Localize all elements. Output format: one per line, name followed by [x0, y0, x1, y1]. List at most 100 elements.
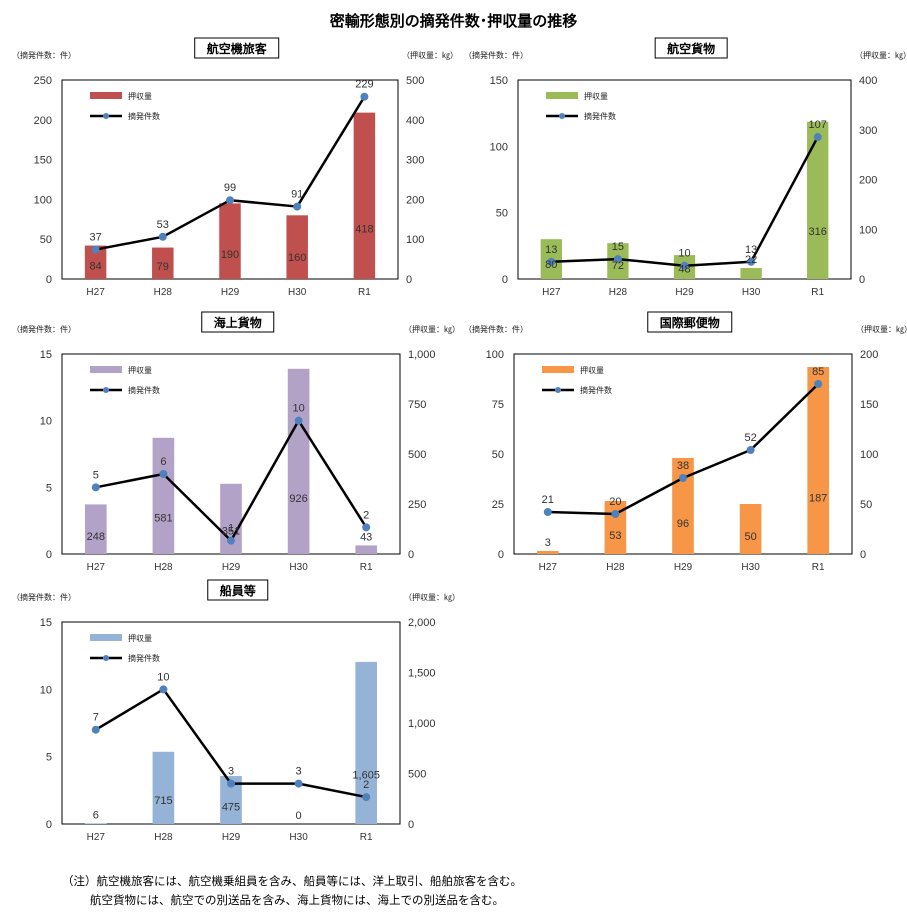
- bar-data-label: 715: [154, 795, 172, 807]
- bar-data-label: 187: [809, 493, 827, 505]
- line-point: [360, 92, 369, 101]
- right-tick-label: 0: [406, 274, 412, 286]
- right-tick-label: 200: [406, 194, 424, 206]
- line-data-label: 85: [812, 366, 824, 378]
- right-tick-label: 1,000: [408, 718, 436, 730]
- bar-data-label: 475: [222, 802, 240, 814]
- line-data-label: 99: [224, 182, 236, 194]
- right-axis-label: （押収量：㎏）: [404, 592, 460, 603]
- legend-marker: [103, 387, 109, 393]
- legend-marker: [103, 113, 109, 119]
- bar-data-label: 53: [609, 530, 621, 542]
- category-label: R1: [360, 832, 373, 843]
- chart-air-cargo: （摘発件数：件） （押収量：㎏） 航空貨物 0 50 100 150 0 100 200 300 40…: [452, 36, 907, 301]
- left-tick-label: 0: [502, 274, 508, 286]
- chart-title: 国際郵便物: [660, 315, 720, 330]
- category-label: H29: [222, 832, 241, 843]
- right-tick-label: 250: [408, 499, 426, 511]
- category-label: H28: [154, 287, 173, 298]
- chart-title: 船員等: [220, 583, 256, 598]
- bar-data-label: 48: [678, 263, 690, 275]
- bar-data-label: 84: [89, 261, 101, 273]
- category-label: H30: [742, 287, 761, 298]
- bar: [152, 247, 174, 279]
- bar: [84, 823, 107, 824]
- line-data-label: 3: [296, 766, 302, 778]
- legend-marker: [559, 113, 565, 119]
- legend-label: 押収量: [128, 365, 152, 375]
- category-label: H30: [741, 562, 760, 573]
- legend-marker: [555, 387, 561, 393]
- line-data-label: 2: [363, 779, 369, 791]
- bar: [353, 112, 376, 279]
- line-point: [547, 257, 556, 266]
- bar-data-label: 22: [745, 254, 757, 266]
- line-point: [91, 245, 100, 254]
- bar-data-label: 248: [87, 531, 105, 543]
- legend-label: 摘発件数: [580, 385, 612, 395]
- line-data-label: 3: [228, 766, 234, 778]
- legend-bar-swatch: [90, 366, 122, 373]
- left-tick-label: 0: [498, 549, 504, 561]
- line-point: [746, 446, 755, 454]
- category-label: H30: [288, 287, 307, 298]
- line-point: [813, 133, 822, 142]
- right-tick-label: 300: [406, 155, 424, 167]
- line-point: [158, 232, 167, 241]
- right-tick-label: 100: [860, 449, 878, 461]
- bar-data-label: 6: [93, 809, 99, 821]
- category-label: H27: [86, 287, 105, 298]
- left-tick-label: 0: [46, 549, 52, 561]
- category-label: H28: [154, 832, 173, 843]
- bar: [84, 504, 107, 554]
- line-data-label: 13: [545, 244, 557, 256]
- right-tick-label: 1,000: [408, 349, 436, 361]
- category-label: H29: [221, 287, 240, 298]
- bar-data-label: 80: [545, 259, 557, 271]
- right-tick-label: 50: [860, 499, 872, 511]
- legend-label: 押収量: [128, 91, 152, 101]
- chart-title: 航空機旅客: [207, 41, 268, 56]
- chart-svg: （摘発件数：件） （押収量：㎏）海上貨物05101502505007501,000…: [12, 311, 460, 573]
- legend-label: 摘発件数: [584, 111, 616, 121]
- right-tick-label: 1,500: [408, 668, 436, 680]
- bar-data-label: 160: [288, 252, 306, 264]
- bar-data-label: 72: [612, 260, 624, 272]
- right-axis-label: （押収量：㎏）: [404, 324, 460, 335]
- chart-svg: （摘発件数：件） （押収量：㎏） 航空機旅客 0 50 100 150 200 250 0 100 2…: [12, 37, 458, 298]
- bar-data-label: 0: [296, 810, 302, 822]
- line-data-label: 20: [609, 496, 621, 508]
- line-data-label: 21: [542, 494, 554, 506]
- right-tick-label: 400: [859, 75, 877, 87]
- chart-svg: （摘発件数：件） （押収量：㎏） 国際郵便物 0 25 50 75 100 0 50 100 150 2…: [464, 311, 907, 573]
- legend-bar-swatch: [546, 92, 578, 99]
- line-point: [680, 261, 689, 270]
- bar-data-label: 79: [157, 261, 169, 273]
- line-data-label: 91: [291, 189, 303, 201]
- line-point: [294, 779, 303, 788]
- category-label: H30: [289, 832, 308, 843]
- line-data-label: 10: [292, 403, 304, 415]
- bar-data-label: 316: [809, 226, 827, 238]
- right-tick-label: 500: [406, 75, 424, 87]
- left-tick-label: 5: [46, 752, 52, 764]
- right-tick-label: 0: [408, 549, 414, 561]
- legend-label: 押収量: [580, 365, 604, 375]
- bar-data-label: 3: [545, 537, 551, 549]
- line-point: [543, 508, 552, 516]
- bar-data-label: 926: [289, 493, 307, 505]
- left-axis-label: （摘発件数：件）: [464, 50, 528, 60]
- bar-data-label: 1,605: [352, 770, 380, 782]
- legend-label: 摘発件数: [128, 111, 160, 121]
- line-point: [362, 523, 371, 532]
- bar-data-label: 351: [222, 525, 240, 537]
- right-tick-label: 0: [408, 819, 414, 831]
- category-label: R1: [358, 287, 371, 298]
- right-tick-label: 0: [859, 274, 865, 286]
- legend-label: 摘発件数: [128, 385, 160, 395]
- line-data-label: 229: [355, 79, 373, 91]
- bar: [286, 215, 308, 279]
- bar-data-label: 50: [744, 531, 756, 543]
- chart-sea-cargo: （摘発件数：件） （押収量：㎏） 海上貨物 0 5 10 15 0 250 500 750 1,000…: [0, 311, 460, 578]
- line-point: [747, 257, 756, 266]
